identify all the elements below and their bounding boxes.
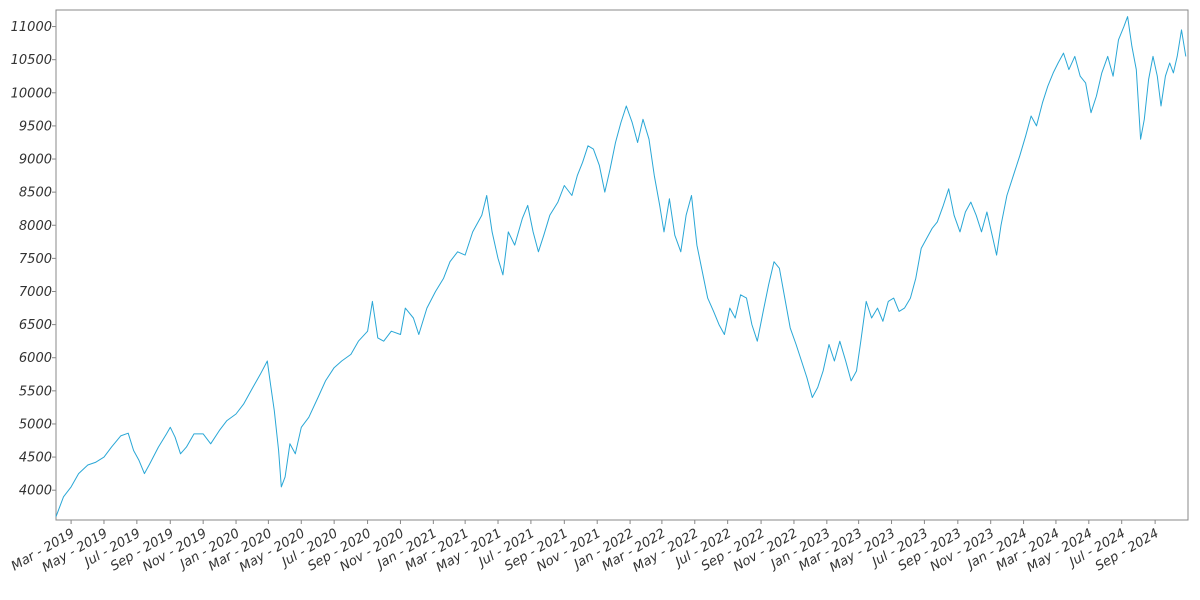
y-tick-label: 11000: [11, 20, 52, 35]
series-line: [55, 16, 1187, 517]
y-tick-label: 9000: [19, 153, 52, 168]
y-tick-label: 8000: [19, 219, 52, 234]
series-layer: [55, 16, 1187, 517]
y-tick-label: 4500: [19, 451, 52, 466]
y-tick-label: 8500: [19, 186, 52, 201]
y-tick-label: 5500: [19, 384, 52, 399]
y-tick-label: 5000: [19, 417, 52, 432]
y-tick-label: 6000: [19, 351, 52, 366]
y-tick-label: 10500: [11, 53, 52, 68]
y-tick-label: 10000: [11, 86, 52, 101]
y-axis: 4000 4500 5000 5500 6000 6500 7000 7500 8000 8500…: [11, 20, 56, 499]
y-tick-label: 6500: [19, 318, 52, 333]
y-tick-label: 7500: [19, 252, 52, 267]
plot-area: [55, 9, 1189, 521]
y-tick-label: 9500: [19, 119, 52, 134]
y-tick-label: 7000: [19, 285, 52, 300]
y-tick-label: 4000: [19, 484, 52, 499]
